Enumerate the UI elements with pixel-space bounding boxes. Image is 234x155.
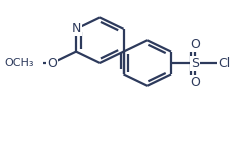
Text: OCH₃: OCH₃ xyxy=(4,58,34,68)
Text: O: O xyxy=(190,76,200,89)
Text: O: O xyxy=(190,38,200,51)
Text: S: S xyxy=(191,57,199,70)
Text: Cl: Cl xyxy=(219,57,231,70)
Text: O: O xyxy=(48,57,57,70)
Text: N: N xyxy=(71,22,81,35)
